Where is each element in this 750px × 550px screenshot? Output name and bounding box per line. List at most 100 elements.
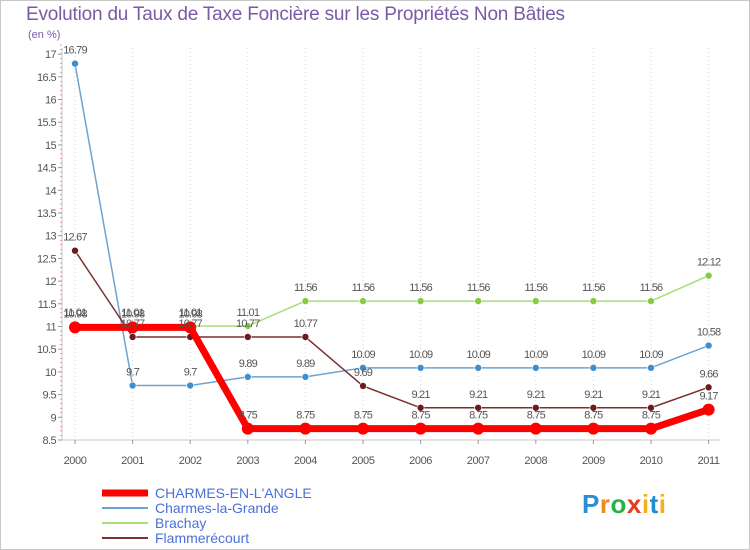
x-tick-label: 2008 [524, 455, 547, 467]
data-point [704, 341, 713, 350]
data-point [647, 403, 655, 412]
chart-title: Evolution du Taux de Taxe Foncière sur l… [26, 4, 565, 25]
data-label: 8.75 [411, 410, 430, 422]
data-label-layer: 10.98 10.98 10.98 8.75 8.75 8.75 8.75 8.75 8.75 8… [63, 45, 722, 422]
data-point [359, 382, 367, 390]
data-point [647, 297, 655, 305]
data-point [416, 297, 425, 305]
data-point [69, 321, 81, 334]
logo-letter: i [658, 489, 667, 519]
data-point [414, 422, 427, 435]
series-line [74, 62, 710, 387]
y-tick-label: 14.5 [37, 163, 56, 175]
data-point [244, 373, 252, 381]
data-label: 8.75 [296, 410, 315, 422]
y-tick-label: 9 [50, 412, 56, 424]
y-tick-label: 17 [45, 49, 57, 61]
series-layer [69, 59, 715, 435]
data-point [126, 321, 139, 334]
y-tick-label: 8.5 [43, 435, 57, 447]
logo-letter: P [582, 489, 600, 519]
data-label: 9.69 [354, 367, 373, 379]
data-point [474, 403, 483, 412]
logo-letter: r [599, 489, 611, 519]
data-label: 9.66 [699, 368, 718, 380]
data-point [416, 364, 425, 372]
legend-label: Flammerécourt [155, 530, 249, 546]
data-point [704, 271, 713, 280]
data-label: 9.21 [411, 389, 430, 401]
legend-label: CHARMES-EN-L'ANGLE [155, 485, 312, 501]
data-label: 9.21 [469, 389, 488, 401]
data-label: 10.58 [697, 327, 721, 339]
y-tick-label: 15.5 [37, 117, 56, 129]
series-line [71, 323, 713, 433]
data-label: 11.56 [640, 282, 663, 294]
y-tick-label: 12.5 [37, 253, 56, 265]
y-tick-label: 15 [45, 140, 57, 152]
data-label: 8.75 [469, 410, 488, 422]
data-point [299, 422, 312, 435]
data-point [184, 321, 197, 334]
data-label: 10.09 [351, 349, 375, 361]
data-point [474, 297, 483, 305]
grid-layer [74, 48, 710, 440]
data-label: 10.98 [178, 308, 202, 320]
x-tick-label: 2006 [409, 455, 432, 467]
data-point [529, 422, 542, 435]
data-label: 11.56 [582, 282, 605, 294]
y-tick-label: 16 [45, 95, 57, 107]
data-label: 8.75 [584, 410, 603, 422]
y-tick-label: 12 [45, 276, 57, 288]
data-point [645, 422, 657, 435]
logo-letter: t [649, 489, 659, 519]
y-tick-label: 9.5 [43, 390, 57, 402]
data-label: 8.75 [354, 410, 373, 422]
x-tick-label: 2001 [121, 455, 144, 467]
x-tick-label: 2000 [64, 455, 87, 467]
data-point [301, 333, 310, 341]
x-tick-label: 2004 [294, 455, 317, 467]
x-tick-label: 2007 [467, 455, 490, 467]
data-label: 9.21 [527, 389, 546, 401]
data-label: 11.56 [524, 282, 547, 294]
data-label: 9.17 [699, 391, 718, 403]
data-label: 9.7 [184, 367, 198, 379]
legend-label: Brachay [155, 515, 206, 531]
x-tick-label: 2010 [640, 455, 663, 467]
data-point [128, 333, 137, 341]
data-point [474, 364, 483, 372]
data-label: 10.98 [63, 308, 87, 320]
y-tick-label: 14 [45, 185, 57, 197]
data-label: 12.12 [697, 257, 721, 269]
data-point [359, 297, 367, 305]
data-point [531, 297, 540, 305]
series-line [74, 249, 710, 409]
data-label: 9.7 [126, 367, 140, 379]
x-tick-label: 2011 [698, 455, 720, 467]
proxiti-logo: Proxiti [582, 489, 666, 520]
data-label: 10.77 [178, 318, 202, 330]
y-tick-label: 10 [45, 367, 57, 379]
data-label: 11.56 [409, 282, 432, 294]
data-label: 10.09 [524, 349, 548, 361]
data-point [301, 297, 310, 305]
legend-label: Charmes-la-Grande [155, 500, 279, 516]
data-point [416, 403, 425, 412]
logo-letter: i [641, 489, 650, 519]
y-tick-label: 13 [45, 231, 57, 243]
data-label: 8.75 [239, 410, 258, 422]
data-point [71, 246, 79, 255]
y-tick-label: 11 [46, 322, 57, 334]
data-point [589, 297, 598, 305]
data-point [647, 364, 655, 372]
x-tick-label: 2002 [179, 455, 202, 467]
data-label: 11.56 [352, 282, 375, 294]
data-point [359, 364, 367, 372]
y-tick-label: 16.5 [37, 72, 56, 84]
data-point [71, 59, 79, 68]
y-tick-label: 10.5 [37, 344, 56, 356]
data-label: 10.09 [639, 349, 663, 361]
